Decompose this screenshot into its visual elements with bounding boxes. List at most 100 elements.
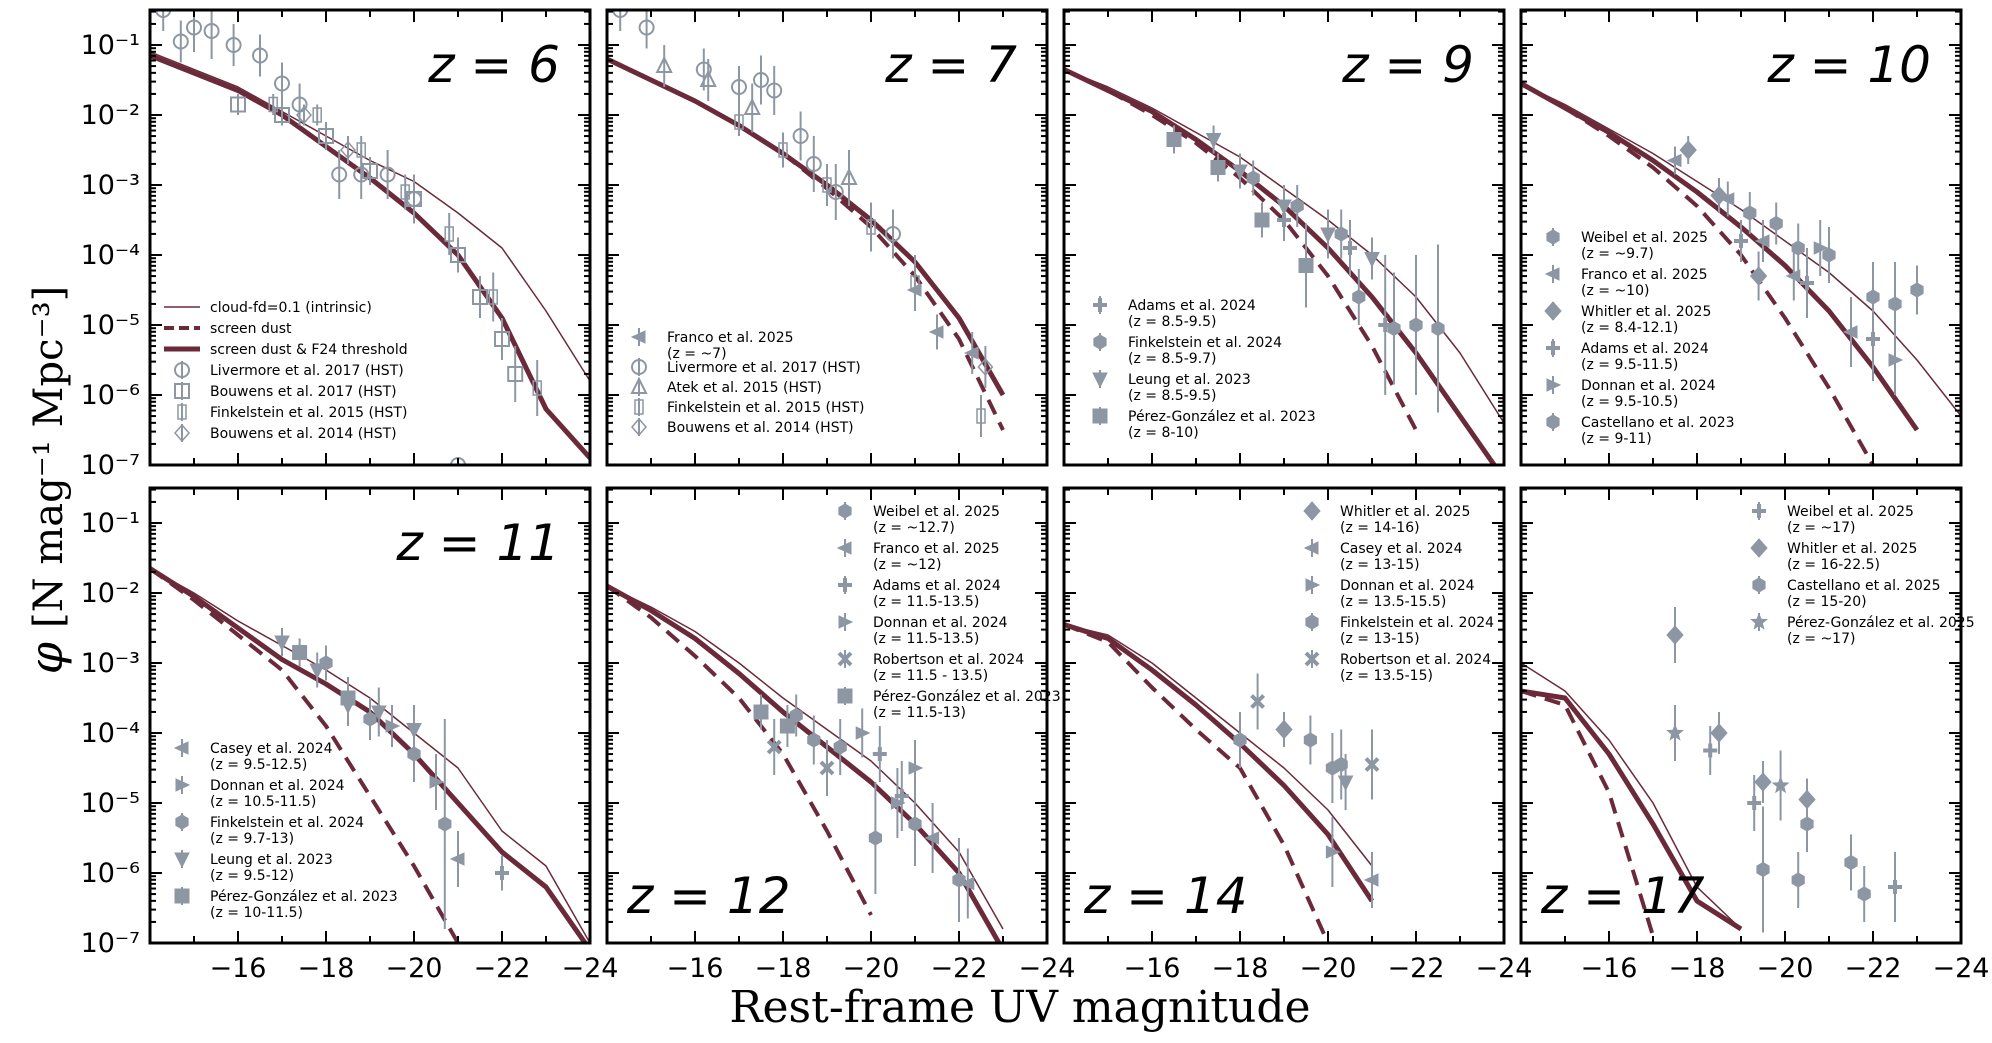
data-point [1703,743,1718,758]
data-point [779,718,795,734]
data-point [778,142,788,158]
data-point [370,705,387,722]
panel-z14: −16 −18 −20 −22 −24 z = 14 Whitler et al. 2025… [1062,486,1532,984]
data-point [789,707,803,724]
data-point [695,61,712,78]
data-point [1754,234,1770,248]
data-point [400,184,410,200]
legend-sublabel: (z = 11.5-13.5) [873,594,979,610]
legend-sublabel: (z = 8.4-12.1) [1581,320,1678,336]
y-tick-label: 10⁻⁴ [81,718,140,749]
legend-entry: Pérez-González et al. 2023(z = 8-10) [1092,407,1316,441]
data-point [908,816,922,832]
legend-label: Franco et al. 2025 [873,541,1000,557]
data-point [353,166,370,183]
data-point [833,739,847,755]
data-point [866,219,876,235]
data-point [1734,234,1748,248]
legend-label: Franco et al. 2025 [1581,267,1708,283]
model-curve-thick [1521,688,1743,932]
data-point [1749,266,1768,286]
data-point [356,142,366,158]
legend-sublabel: (z = 9.5-12.5) [210,757,307,773]
data-point [1888,880,1902,894]
data-point [1769,215,1783,232]
x-tick-label: −16 [667,953,724,984]
legend: cloud-fd=0.1 (intrinsic) screen dust scree… [164,300,408,443]
svg-text:φ[N mag⁻¹ Mpc⁻³]: φ [N mag⁻¹ Mpc⁻³] [19,286,73,675]
redshift-label: z = 17 [1540,867,1705,925]
data-point [1771,776,1790,794]
legend-entry: Franco et al. 2025(z = ~7) [630,328,794,362]
legend-entry: Robertson et al. 2024(z = 11.5 - 13.5) [837,650,1024,684]
legend-entry: Franco et al. 2025(z = ~10) [1544,265,1708,299]
data-point [1254,212,1270,228]
data-point [1233,732,1247,748]
legend-sublabel: (z = 13.5-15.5) [1340,594,1446,610]
data-point [1844,854,1858,871]
data-point [743,97,761,115]
legend-entry: Donnan et al. 2024(z = 10.5-11.5) [175,776,345,810]
x-tick-label: −18 [1212,953,1269,984]
data-point [274,107,290,123]
legend-label: Casey et al. 2024 [1340,541,1463,557]
data-point [494,331,510,347]
data-point [1754,772,1772,792]
legend-label: Adams et al. 2024 [873,578,1001,594]
data-point [1866,332,1880,346]
legend-sublabel: (z = 10.5-11.5) [210,794,316,810]
data-point [1334,756,1348,773]
legend-marker [837,651,853,667]
data-point [444,226,454,242]
data-point [1352,289,1366,305]
data-point [805,156,822,172]
data-point [1857,886,1871,902]
legend-sublabel: (z = 15-20) [1787,594,1867,610]
x-tick-label: −16 [210,953,267,984]
legend-sublabel: (z = 11.5-13.5) [873,631,979,647]
y-tick-label: 10⁻¹ [81,508,140,539]
legend-marker [1093,334,1107,350]
plot-area [150,566,590,943]
data-point [340,140,356,160]
legend-label: Finkelstein et al. 2024 [1128,335,1282,351]
y-axis-symbol: φ [19,641,73,674]
legend-label: Whitler et al. 2025 [1787,541,1917,557]
legend-marker [1546,229,1560,245]
legend-sublabel: (z = ~17) [1787,631,1855,647]
legend-marker [1093,298,1107,312]
data-point [1325,845,1341,859]
legend-marker [838,615,854,629]
plot-area [607,583,1004,943]
legend-label: Livermore et al. 2017 (HST) [210,363,404,379]
data-point [274,75,290,92]
data-point [1378,318,1393,332]
x-tick-label: −24 [562,953,619,984]
legend-label: Weibel et al. 2025 [1581,230,1708,246]
legend-entry: Bouwens et al. 2014 (HST) [631,417,854,437]
legend-entry: Pérez-González et al. 2023(z = 11.5-13) [837,687,1061,721]
data-point [312,107,322,123]
data-point [318,128,334,144]
data-point [172,33,189,50]
legend-entry: Weibel et al. 2025(z = ~12.7) [838,502,1000,536]
data-point [1747,796,1762,810]
legend-sublabel: (z = 8-10) [1128,425,1199,441]
legend-entry: Finkelstein et al. 2015 (HST) [634,398,864,416]
legend-sublabel: (z = 14-16) [1340,520,1420,536]
panel-z7: z = 7 Franco et al. 2025(z = ~7)Livermore… [605,8,1049,467]
model-curve-thin [607,585,1004,930]
legend-label: Robertson et al. 2024 [1340,652,1491,668]
legend-sublabel: (z = 9.5-11.5) [1581,357,1678,373]
legend-marker [1752,504,1766,518]
legend-label: Whitler et al. 2025 [1581,304,1711,320]
legend-sublabel: (z = 8.5-9.5) [1128,388,1216,404]
legend-label: Donnan et al. 2024 [1340,578,1475,594]
x-tick-label: −20 [1300,953,1357,984]
legend-entry: Weibel et al. 2025(z = ~17) [1752,502,1914,536]
legend-label: Bouwens et al. 2014 (HST) [210,426,397,442]
data-point [908,761,924,775]
legend-marker [1303,541,1319,555]
data-point [807,732,821,748]
